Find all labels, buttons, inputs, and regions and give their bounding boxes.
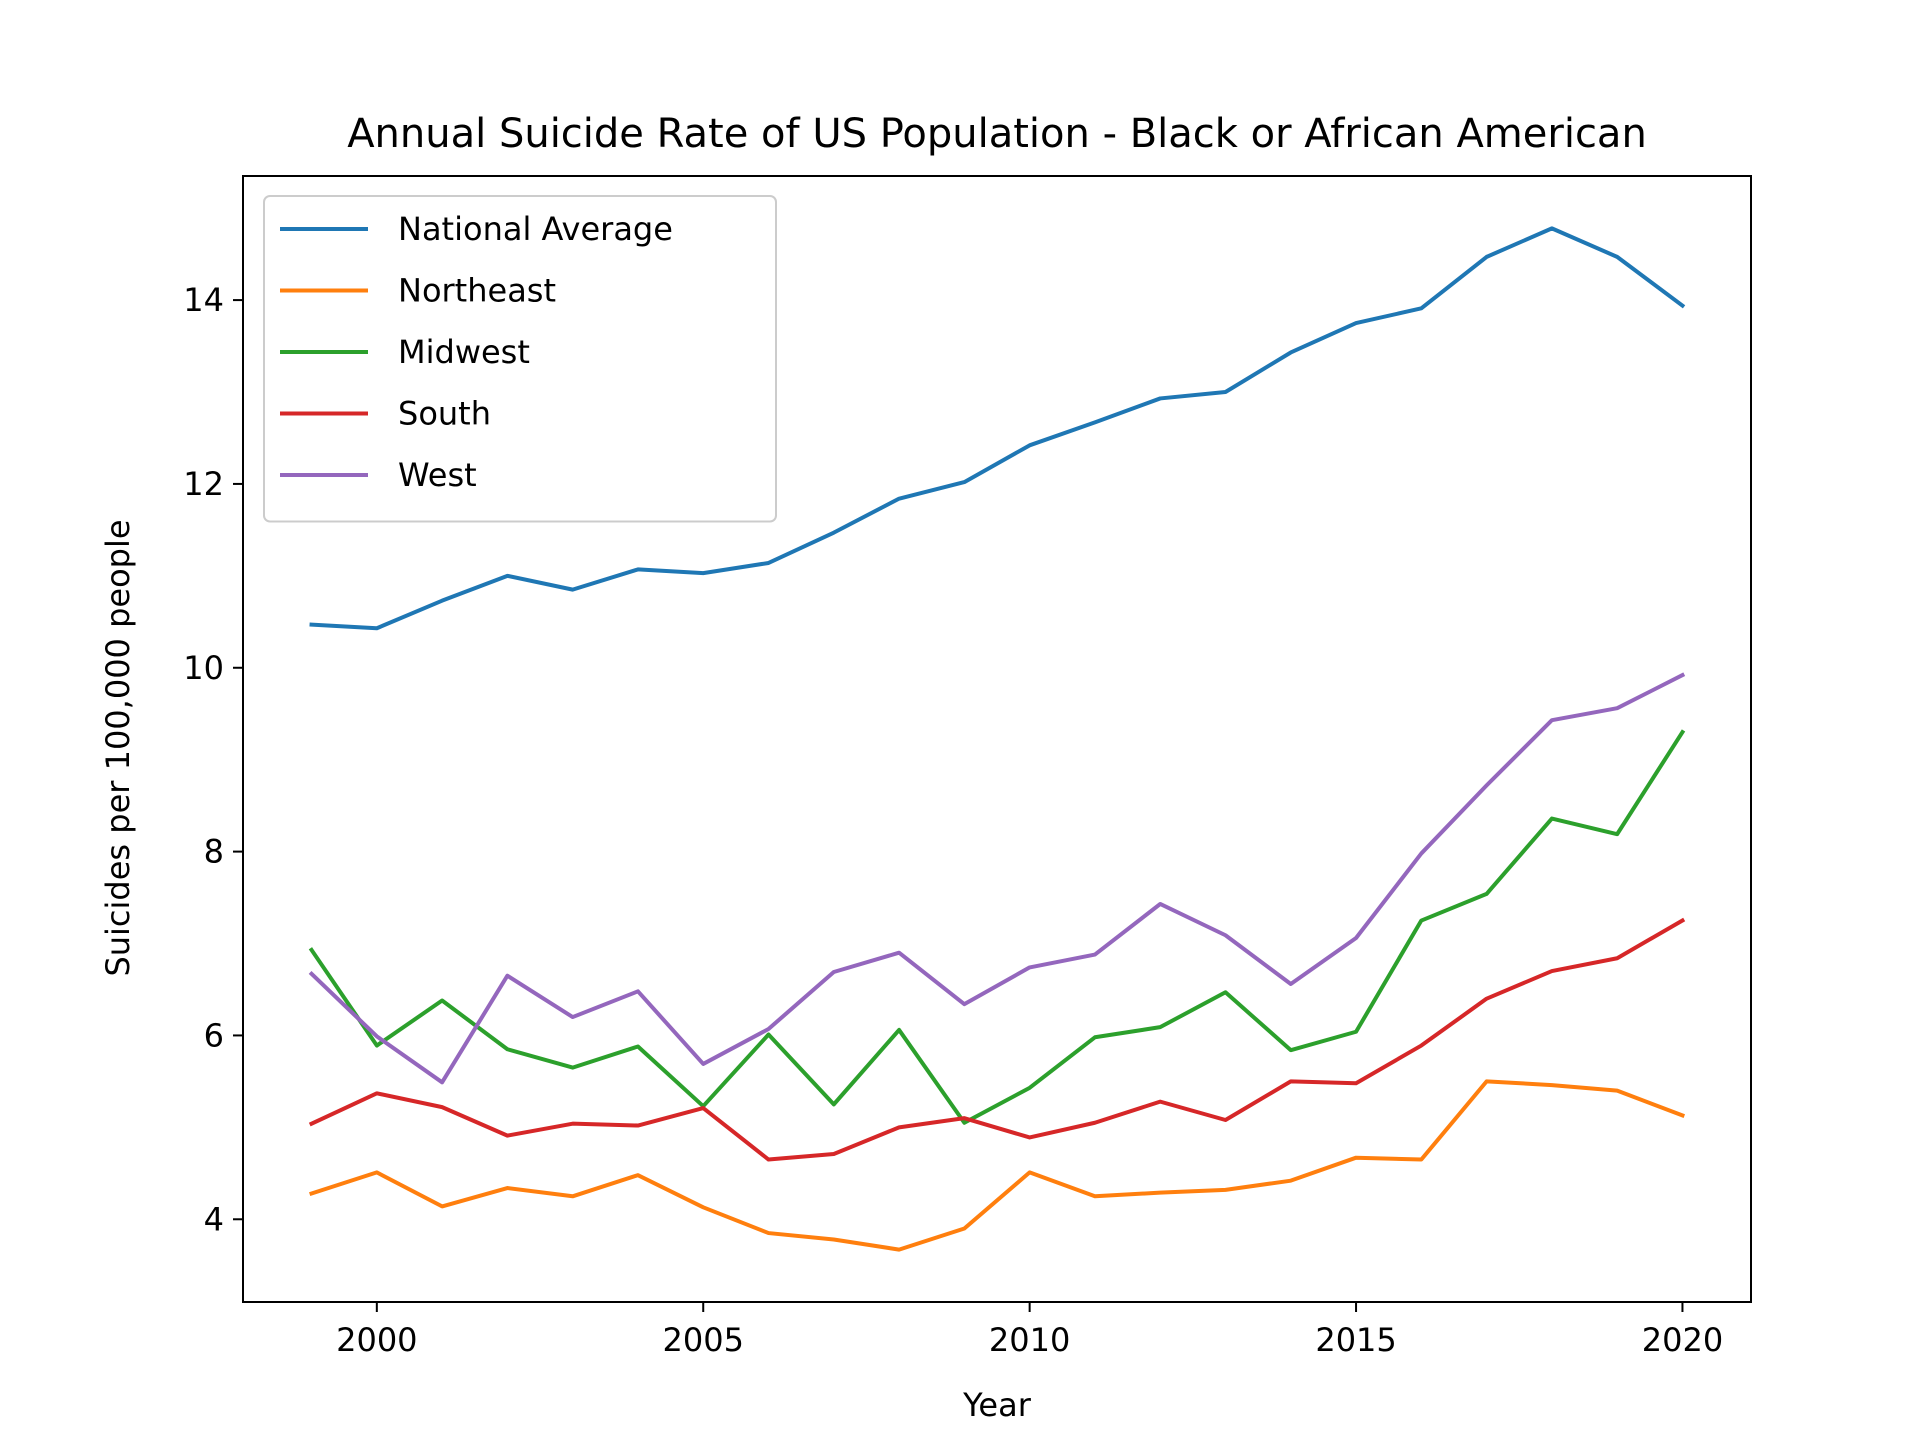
x-axis-label: Year xyxy=(962,1386,1032,1424)
y-tick-label: 8 xyxy=(204,833,224,871)
chart-title: Annual Suicide Rate of US Population - B… xyxy=(347,111,1647,157)
legend-label-1: Northeast xyxy=(398,272,556,310)
plot-frame xyxy=(242,175,1752,1303)
y-tick-label: 4 xyxy=(204,1200,224,1238)
plot-area xyxy=(308,226,1686,1252)
x-tick-label: 2015 xyxy=(1315,1321,1396,1359)
series-line-1 xyxy=(309,1079,1686,1252)
series-line-2 xyxy=(308,729,1686,1125)
x-tick-label: 2010 xyxy=(989,1321,1070,1359)
x-tick-label: 2005 xyxy=(663,1321,744,1359)
legend-box xyxy=(263,195,777,523)
x-axis: 2000 2005 2010 2015 2020 xyxy=(336,1302,1723,1359)
y-axis-label: Suicides per 100,000 people xyxy=(99,519,137,976)
legend-label-4: West xyxy=(398,456,477,494)
legend: National Average Northeast Midwest South Wes… xyxy=(263,195,777,523)
y-tick-label: 6 xyxy=(204,1016,224,1054)
x-tick-label: 2000 xyxy=(336,1321,417,1359)
series-line-0 xyxy=(309,226,1686,631)
legend-label-0: National Average xyxy=(398,210,673,248)
y-tick-label: 14 xyxy=(183,281,224,319)
y-tick-label: 12 xyxy=(183,465,224,503)
legend-label-3: South xyxy=(398,395,491,433)
series-line-3 xyxy=(308,917,1686,1162)
legend-label-2: Midwest xyxy=(398,333,530,371)
x-tick-label: 2020 xyxy=(1642,1321,1723,1359)
series-line-4 xyxy=(308,672,1686,1085)
y-axis: 4 6 8 10 12 14 xyxy=(183,281,243,1238)
y-tick-label: 10 xyxy=(183,649,224,687)
